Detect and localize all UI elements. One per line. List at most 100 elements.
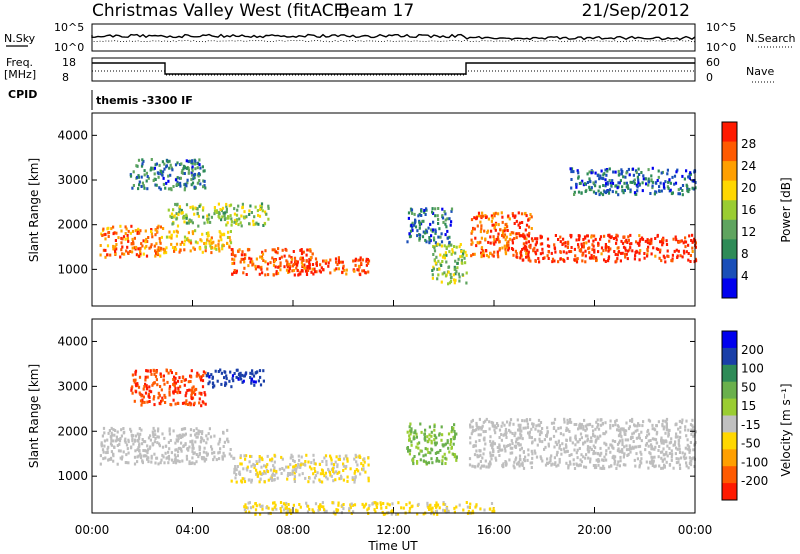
power-cell	[431, 210, 434, 214]
power-cell	[434, 261, 437, 265]
velocity-cell	[189, 428, 193, 432]
power-cell	[436, 267, 439, 271]
power-cell	[141, 162, 144, 166]
power-cell	[292, 250, 295, 253]
colorbar-segment	[722, 347, 737, 366]
power-cell	[520, 212, 524, 216]
power-cell	[675, 248, 678, 252]
velocity-cell	[450, 446, 453, 449]
power-cell	[647, 183, 650, 187]
power-cell	[503, 229, 506, 233]
velocity-cell	[515, 444, 518, 448]
power-cell	[217, 239, 220, 243]
velocity-cell	[352, 510, 355, 514]
power-cell	[658, 185, 661, 189]
velocity-cell	[426, 435, 429, 439]
velocity-panel-frame	[91, 318, 696, 514]
power-cell	[112, 225, 115, 229]
velocity-cell	[657, 420, 660, 424]
velocity-cell	[142, 395, 145, 399]
power-cell	[132, 240, 135, 244]
power-cell	[293, 273, 296, 277]
power-cell	[458, 279, 461, 283]
velocity-cell	[243, 454, 246, 458]
power-cell	[518, 232, 521, 236]
velocity-cell	[612, 424, 615, 428]
power-cell	[566, 256, 569, 260]
velocity-cell	[289, 473, 292, 476]
power-cell	[617, 173, 620, 177]
power-cell	[233, 258, 236, 262]
colorbar-segment	[722, 122, 737, 143]
power-cell	[480, 246, 484, 250]
velocity-cell	[173, 453, 177, 457]
power-cell	[411, 221, 414, 225]
power-cell	[606, 169, 609, 173]
velocity-cell	[188, 445, 191, 449]
velocity-cell	[427, 451, 430, 454]
velocity-cell	[415, 432, 418, 436]
velocity-cell	[173, 384, 176, 388]
power-cell	[271, 248, 274, 252]
velocity-cell	[145, 454, 148, 458]
power-cell	[213, 209, 217, 213]
velocity-cell	[148, 446, 151, 450]
velocity-cell	[229, 448, 232, 451]
power-cell	[483, 229, 486, 233]
velocity-cell	[152, 426, 155, 430]
power-cell	[587, 239, 590, 243]
power-cell	[161, 173, 164, 177]
velocity-cell	[453, 506, 456, 510]
power-cell	[441, 260, 444, 263]
power-cell	[547, 257, 550, 260]
power-cell	[648, 239, 651, 243]
power-cell	[498, 240, 501, 244]
velocity-cell	[678, 419, 681, 423]
power-cell	[124, 225, 127, 229]
power-cell	[262, 224, 265, 227]
velocity-cell	[313, 476, 317, 480]
velocity-cell	[453, 455, 456, 459]
velocity-cell	[258, 459, 261, 463]
power-cell	[477, 211, 481, 215]
power-cell	[473, 216, 476, 220]
power-cell	[196, 212, 199, 216]
power-cell	[692, 187, 695, 191]
velocity-cell	[243, 505, 246, 509]
velocity-cell	[340, 476, 343, 480]
velocity-cell	[339, 474, 343, 478]
velocity-cell	[593, 434, 596, 438]
velocity-cell	[435, 457, 439, 460]
power-cell	[244, 216, 247, 219]
power-cell	[308, 258, 311, 261]
power-cell	[686, 189, 689, 193]
velocity-cell	[566, 449, 569, 453]
power-cell	[322, 259, 325, 263]
power-cell	[501, 231, 505, 235]
velocity-cell	[602, 432, 605, 436]
power-cell	[604, 184, 607, 188]
velocity-cell	[346, 475, 349, 479]
velocity-cell	[174, 441, 177, 445]
velocity-cell	[631, 417, 634, 421]
power-cell	[431, 276, 434, 280]
beam-label: Beam 17	[338, 1, 414, 21]
velocity-cell	[313, 467, 316, 470]
velocity-cell	[509, 421, 512, 425]
velocity-cell	[687, 466, 690, 470]
velocity-cell	[367, 456, 370, 460]
velocity-cell	[147, 456, 150, 460]
velocity-cell	[177, 450, 180, 454]
power-cell	[190, 177, 193, 181]
velocity-cell	[168, 387, 171, 391]
velocity-cell	[675, 446, 678, 450]
power-cell	[501, 234, 504, 237]
power-cell	[585, 241, 588, 245]
velocity-cell	[316, 471, 319, 475]
velocity-cell	[553, 456, 556, 460]
power-cell	[528, 244, 531, 248]
power-cell	[303, 266, 307, 270]
power-cell	[520, 250, 523, 254]
power-cell	[525, 237, 528, 241]
power-cell	[476, 224, 479, 228]
